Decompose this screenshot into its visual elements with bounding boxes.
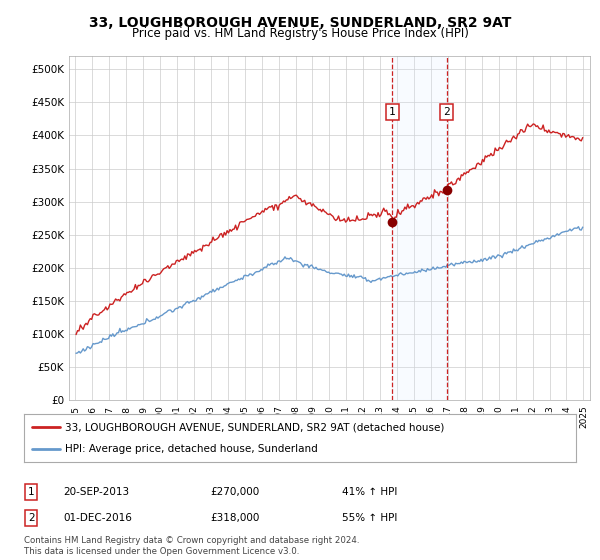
Text: Price paid vs. HM Land Registry's House Price Index (HPI): Price paid vs. HM Land Registry's House … <box>131 27 469 40</box>
Text: 33, LOUGHBOROUGH AVENUE, SUNDERLAND, SR2 9AT (detached house): 33, LOUGHBOROUGH AVENUE, SUNDERLAND, SR2… <box>65 422 445 432</box>
Text: 33, LOUGHBOROUGH AVENUE, SUNDERLAND, SR2 9AT: 33, LOUGHBOROUGH AVENUE, SUNDERLAND, SR2… <box>89 16 511 30</box>
Text: 2: 2 <box>28 513 35 523</box>
Text: 2: 2 <box>443 108 450 117</box>
Text: HPI: Average price, detached house, Sunderland: HPI: Average price, detached house, Sund… <box>65 444 318 454</box>
Text: £318,000: £318,000 <box>210 513 259 523</box>
Text: 1: 1 <box>28 487 35 497</box>
Text: 20-SEP-2013: 20-SEP-2013 <box>63 487 129 497</box>
Text: 55% ↑ HPI: 55% ↑ HPI <box>342 513 397 523</box>
Text: £270,000: £270,000 <box>210 487 259 497</box>
Text: Contains HM Land Registry data © Crown copyright and database right 2024.
This d: Contains HM Land Registry data © Crown c… <box>24 536 359 556</box>
Text: 1: 1 <box>389 108 396 117</box>
Text: 41% ↑ HPI: 41% ↑ HPI <box>342 487 397 497</box>
Text: 01-DEC-2016: 01-DEC-2016 <box>63 513 132 523</box>
Bar <box>392 56 446 400</box>
